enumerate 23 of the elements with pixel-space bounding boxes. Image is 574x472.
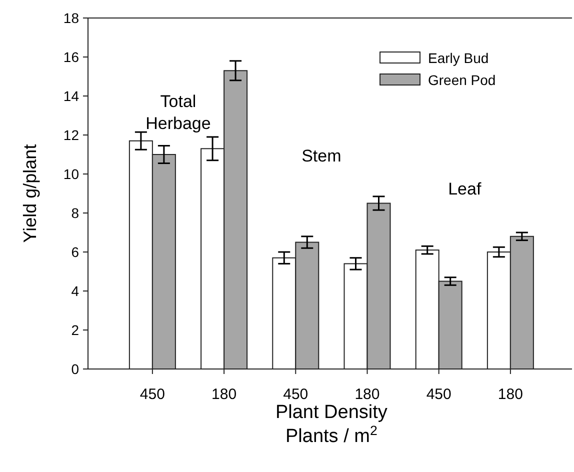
x-tick-label: 450	[283, 386, 308, 403]
y-tick-label: 2	[71, 322, 80, 338]
annotation: Leaf	[448, 179, 482, 198]
x-tick-label: 180	[498, 386, 523, 403]
x-tick-label: 180	[354, 386, 380, 403]
x-tick-label: 180	[212, 386, 237, 403]
y-tick-label: 12	[63, 126, 80, 143]
y-tick-label: 14	[63, 88, 80, 104]
y-tick-label: 10	[63, 166, 80, 182]
y-tick-label: 6	[71, 244, 80, 260]
x-tick-label: 450	[426, 386, 452, 403]
x-axis-title: Plant Density Plants / m$^{2}$	[275, 402, 388, 447]
y-tick-label: 8	[71, 204, 80, 221]
y-tick-label: 0	[71, 360, 80, 377]
annotation: Stem	[302, 146, 342, 166]
y-axis-title: Yield g/plant	[20, 144, 40, 243]
annotation: Total Herbage	[146, 92, 211, 133]
legend-label: Green Pod	[428, 72, 496, 88]
x-tick-label: 450	[140, 386, 165, 403]
y-tick-label: 16	[63, 48, 80, 65]
y-tick-label: 4	[71, 282, 80, 299]
y-tick-label: 18	[63, 10, 80, 26]
legend-label: Early Bud	[428, 50, 489, 66]
